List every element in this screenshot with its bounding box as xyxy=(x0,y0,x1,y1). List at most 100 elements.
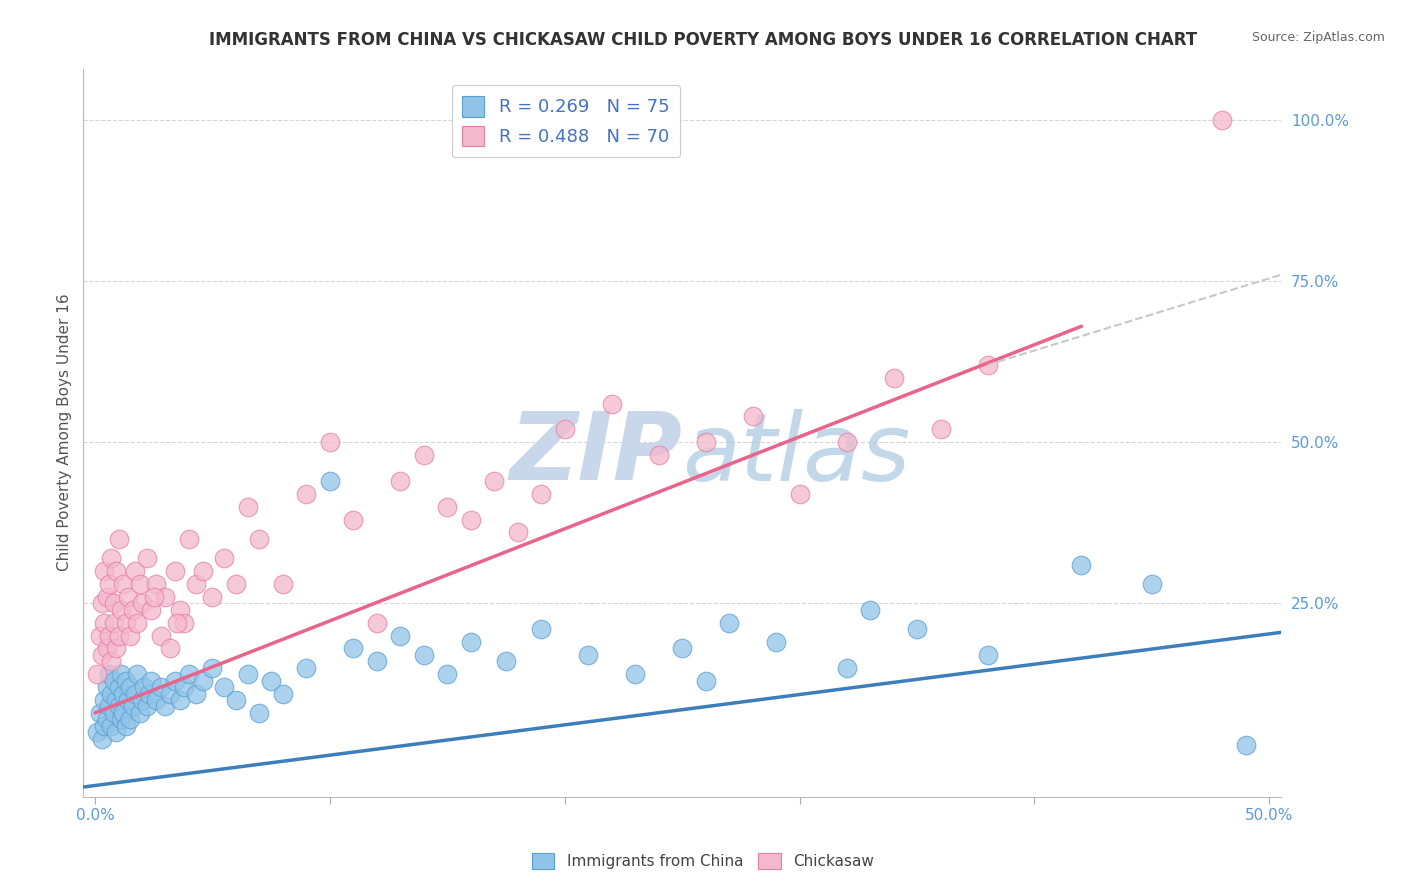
Point xyxy=(389,629,412,643)
Point xyxy=(107,629,129,643)
Point xyxy=(212,680,235,694)
Point xyxy=(201,661,224,675)
Point xyxy=(124,687,146,701)
Point xyxy=(134,680,156,694)
Point xyxy=(835,661,858,675)
Point xyxy=(127,615,149,630)
Point xyxy=(495,654,517,668)
Point xyxy=(93,615,115,630)
Point xyxy=(112,706,135,720)
Point xyxy=(695,435,717,450)
Text: ZIP: ZIP xyxy=(509,409,682,500)
Point xyxy=(145,693,167,707)
Point xyxy=(96,712,118,726)
Point xyxy=(389,474,412,488)
Point xyxy=(114,615,136,630)
Point xyxy=(105,693,128,707)
Point xyxy=(600,396,623,410)
Point xyxy=(184,577,207,591)
Point xyxy=(107,532,129,546)
Point xyxy=(718,615,741,630)
Point xyxy=(135,699,157,714)
Point xyxy=(100,551,122,566)
Point xyxy=(93,564,115,578)
Point xyxy=(506,525,529,540)
Point xyxy=(976,648,998,662)
Point xyxy=(98,577,121,591)
Point xyxy=(554,422,576,436)
Text: atlas: atlas xyxy=(682,409,911,500)
Point xyxy=(128,577,150,591)
Point xyxy=(460,635,482,649)
Point xyxy=(96,680,118,694)
Point xyxy=(114,673,136,688)
Point xyxy=(835,435,858,450)
Point xyxy=(201,590,224,604)
Point xyxy=(117,693,139,707)
Point xyxy=(412,648,434,662)
Point xyxy=(86,667,108,681)
Point xyxy=(103,673,125,688)
Point xyxy=(191,673,214,688)
Text: IMMIGRANTS FROM CHINA VS CHICKASAW CHILD POVERTY AMONG BOYS UNDER 16 CORRELATION: IMMIGRANTS FROM CHINA VS CHICKASAW CHILD… xyxy=(209,31,1197,49)
Point xyxy=(366,654,388,668)
Point xyxy=(576,648,599,662)
Point xyxy=(103,615,125,630)
Point xyxy=(89,629,111,643)
Point xyxy=(112,687,135,701)
Point xyxy=(138,687,160,701)
Point xyxy=(295,487,318,501)
Point xyxy=(93,719,115,733)
Point xyxy=(1234,738,1257,752)
Point xyxy=(107,699,129,714)
Point xyxy=(976,358,998,372)
Point xyxy=(159,687,181,701)
Point xyxy=(436,500,458,514)
Point xyxy=(124,564,146,578)
Point xyxy=(149,629,172,643)
Point xyxy=(120,680,142,694)
Point xyxy=(319,435,342,450)
Point xyxy=(107,680,129,694)
Point xyxy=(120,629,142,643)
Point xyxy=(166,615,188,630)
Point xyxy=(110,712,132,726)
Point xyxy=(121,603,143,617)
Point xyxy=(135,551,157,566)
Point xyxy=(530,622,553,636)
Point xyxy=(249,532,271,546)
Point xyxy=(96,641,118,656)
Point xyxy=(100,654,122,668)
Legend: R = 0.269   N = 75, R = 0.488   N = 70: R = 0.269 N = 75, R = 0.488 N = 70 xyxy=(451,85,681,157)
Point xyxy=(1211,113,1233,128)
Point xyxy=(163,564,186,578)
Point xyxy=(169,693,191,707)
Point xyxy=(460,512,482,526)
Point xyxy=(271,577,294,591)
Point xyxy=(173,680,195,694)
Point xyxy=(155,699,177,714)
Point xyxy=(695,673,717,688)
Point xyxy=(236,667,259,681)
Point xyxy=(110,667,132,681)
Point xyxy=(319,474,342,488)
Point xyxy=(789,487,811,501)
Point xyxy=(859,603,882,617)
Point xyxy=(184,687,207,701)
Point xyxy=(149,680,172,694)
Point xyxy=(103,706,125,720)
Point xyxy=(142,590,165,604)
Point xyxy=(112,577,135,591)
Point xyxy=(249,706,271,720)
Point xyxy=(225,693,247,707)
Point xyxy=(177,667,200,681)
Point xyxy=(484,474,506,488)
Point xyxy=(159,641,181,656)
Point xyxy=(114,719,136,733)
Point xyxy=(93,693,115,707)
Point xyxy=(110,603,132,617)
Point xyxy=(212,551,235,566)
Point xyxy=(342,641,364,656)
Point xyxy=(141,673,163,688)
Point xyxy=(98,699,121,714)
